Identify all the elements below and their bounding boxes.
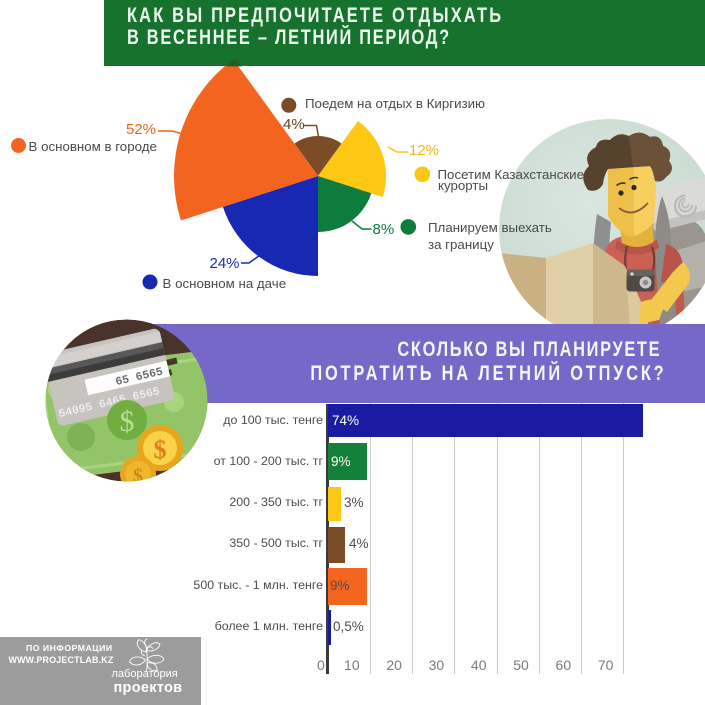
- svg-text:$: $: [120, 405, 135, 438]
- svg-text:$: $: [133, 465, 143, 482]
- svg-text:$: $: [154, 435, 167, 464]
